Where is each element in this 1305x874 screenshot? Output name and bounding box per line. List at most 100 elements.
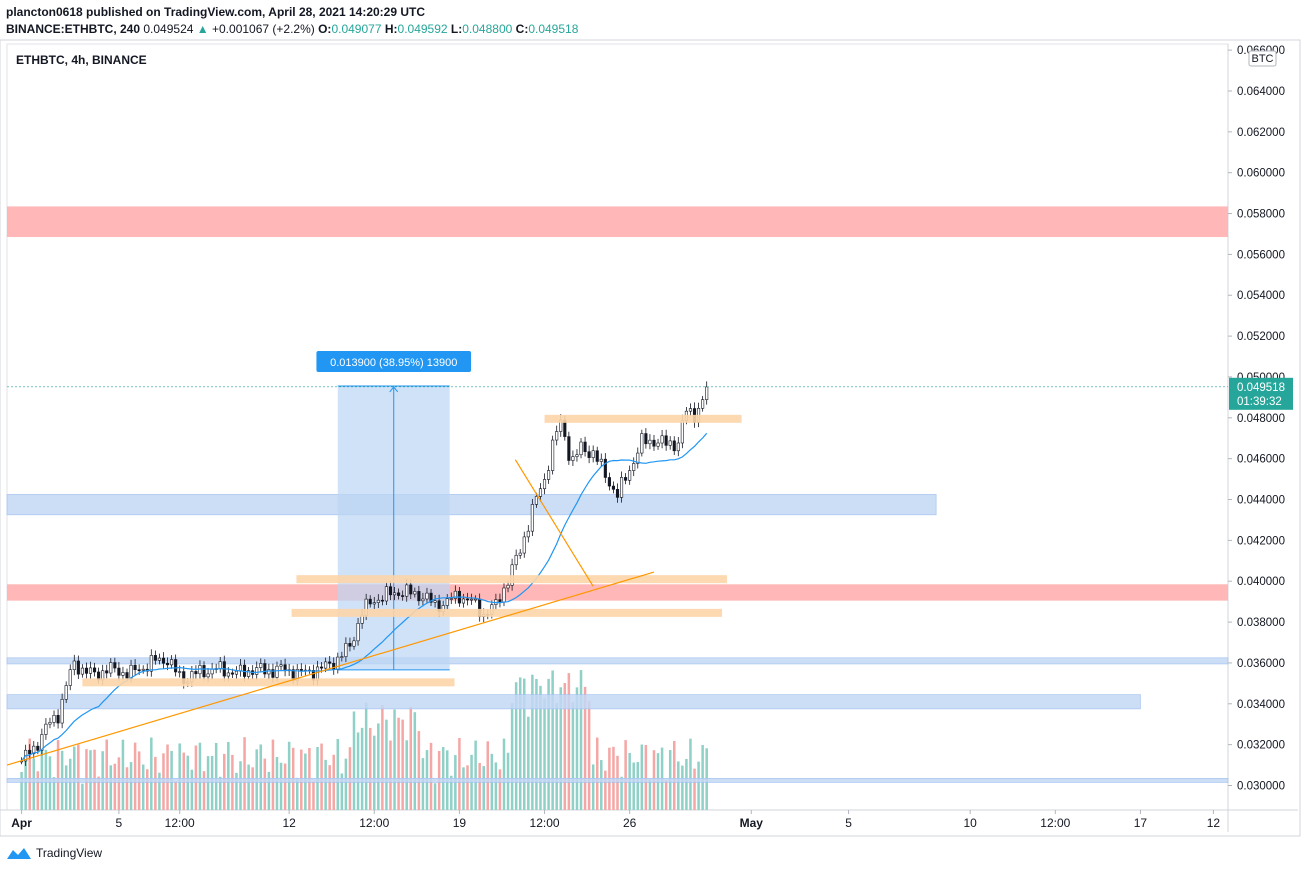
y-tick-label: 0.032000 xyxy=(1237,740,1285,752)
volume-bar xyxy=(397,717,400,810)
candle-body xyxy=(259,663,263,668)
last-price: 0.049524 xyxy=(143,22,194,36)
orange-level xyxy=(296,575,727,584)
resistance-zone xyxy=(7,206,1228,238)
volume-bar xyxy=(64,765,68,810)
candle-body xyxy=(149,655,153,672)
volume-bar xyxy=(279,762,283,810)
volume-bar xyxy=(287,741,291,810)
y-tick-label: 0.036000 xyxy=(1237,658,1285,670)
candle-body xyxy=(60,699,64,724)
volume-bar xyxy=(158,772,161,810)
volume-bar xyxy=(68,758,72,810)
candle-body xyxy=(336,656,340,670)
volume-bar xyxy=(259,744,263,810)
volume-bar xyxy=(324,759,327,810)
candle-body xyxy=(542,479,547,490)
candle-body xyxy=(607,477,611,487)
volume-bar xyxy=(373,735,376,810)
volume-bar xyxy=(105,739,108,810)
volume-bar xyxy=(352,711,356,810)
candle-body xyxy=(461,598,466,604)
candle-body xyxy=(619,477,624,498)
support-zone xyxy=(6,778,1229,783)
candle-body xyxy=(267,669,271,675)
volume-bar xyxy=(600,760,603,810)
volume-bar xyxy=(113,763,117,810)
volume-bar xyxy=(267,771,271,810)
y-tick-label: 0.052000 xyxy=(1237,331,1285,343)
volume-bar xyxy=(239,761,242,810)
low-value: 0.048800 xyxy=(462,22,513,36)
volume-bar xyxy=(563,682,567,810)
candle-body xyxy=(433,600,437,603)
volume-bar xyxy=(571,702,575,810)
candle-body xyxy=(178,671,182,673)
y-tick-label: 0.038000 xyxy=(1237,617,1285,629)
volume-bar xyxy=(620,776,623,810)
candle-body xyxy=(567,436,571,461)
candle-body xyxy=(356,623,360,642)
y-tick-label: 0.048000 xyxy=(1237,413,1285,425)
volume-bar xyxy=(409,706,413,810)
volume-bar xyxy=(129,762,133,810)
footer-brand: TradingView xyxy=(36,846,103,860)
volume-bar xyxy=(81,783,84,810)
x-tick-label: 12:00 xyxy=(359,816,389,830)
tradingview-branding[interactable]: TradingView xyxy=(6,846,102,860)
candle-body xyxy=(530,504,534,532)
currency-badge-text: BTC xyxy=(1252,53,1274,65)
candle-body xyxy=(76,660,80,675)
last-price-value: 0.049518 xyxy=(1237,382,1285,394)
support-zone xyxy=(6,657,1229,665)
volume-bar xyxy=(604,770,607,810)
volume-bar xyxy=(154,756,157,810)
volume-bar xyxy=(32,758,36,810)
candle-body xyxy=(668,440,672,446)
tradingview-logo-icon xyxy=(7,848,31,859)
volume-bar xyxy=(186,755,190,810)
volume-bar xyxy=(377,723,380,810)
x-tick-label: 5 xyxy=(845,816,852,830)
x-tick-label: 5 xyxy=(116,816,123,830)
volume-bar xyxy=(539,685,542,810)
currency-badge xyxy=(1248,50,1277,67)
candle-body xyxy=(405,584,409,597)
volume-bar xyxy=(146,769,149,810)
candle-body xyxy=(409,584,413,595)
candle-body xyxy=(611,485,616,490)
candle-body xyxy=(474,598,478,601)
bar-countdown: 01:39:32 xyxy=(1237,396,1282,408)
candle-body xyxy=(376,599,380,603)
candle-body xyxy=(664,435,668,446)
up-triangle-icon: ▲ xyxy=(196,22,209,36)
volume-bar xyxy=(198,742,202,810)
volume-bar xyxy=(567,673,571,810)
x-tick-label: 12:00 xyxy=(530,816,560,830)
candle-body xyxy=(105,670,109,674)
volume-bar xyxy=(689,738,692,810)
volume-bar xyxy=(583,686,587,810)
x-tick-label: 12 xyxy=(1207,816,1221,830)
volume-bar xyxy=(166,744,169,810)
candle-body xyxy=(194,671,198,675)
volume-bar xyxy=(312,781,315,810)
publisher-line: plancton0618 published on TradingView.co… xyxy=(6,5,426,19)
volume-bar xyxy=(356,732,360,810)
support-zone xyxy=(6,694,1141,710)
volume-bar xyxy=(141,764,145,810)
candle-body xyxy=(652,439,656,447)
volume-bar xyxy=(514,682,518,810)
volume-bar xyxy=(417,731,421,810)
candle-body xyxy=(660,435,664,444)
candle-body xyxy=(587,451,591,458)
candle-body xyxy=(465,598,470,601)
x-tick-label: Apr xyxy=(11,816,32,830)
candle-body xyxy=(449,598,453,600)
volume-bar xyxy=(368,727,372,810)
volume-bar xyxy=(344,758,348,810)
y-tick-label: 0.034000 xyxy=(1237,699,1285,711)
volume-bar xyxy=(547,678,550,810)
candle-body xyxy=(514,554,518,566)
